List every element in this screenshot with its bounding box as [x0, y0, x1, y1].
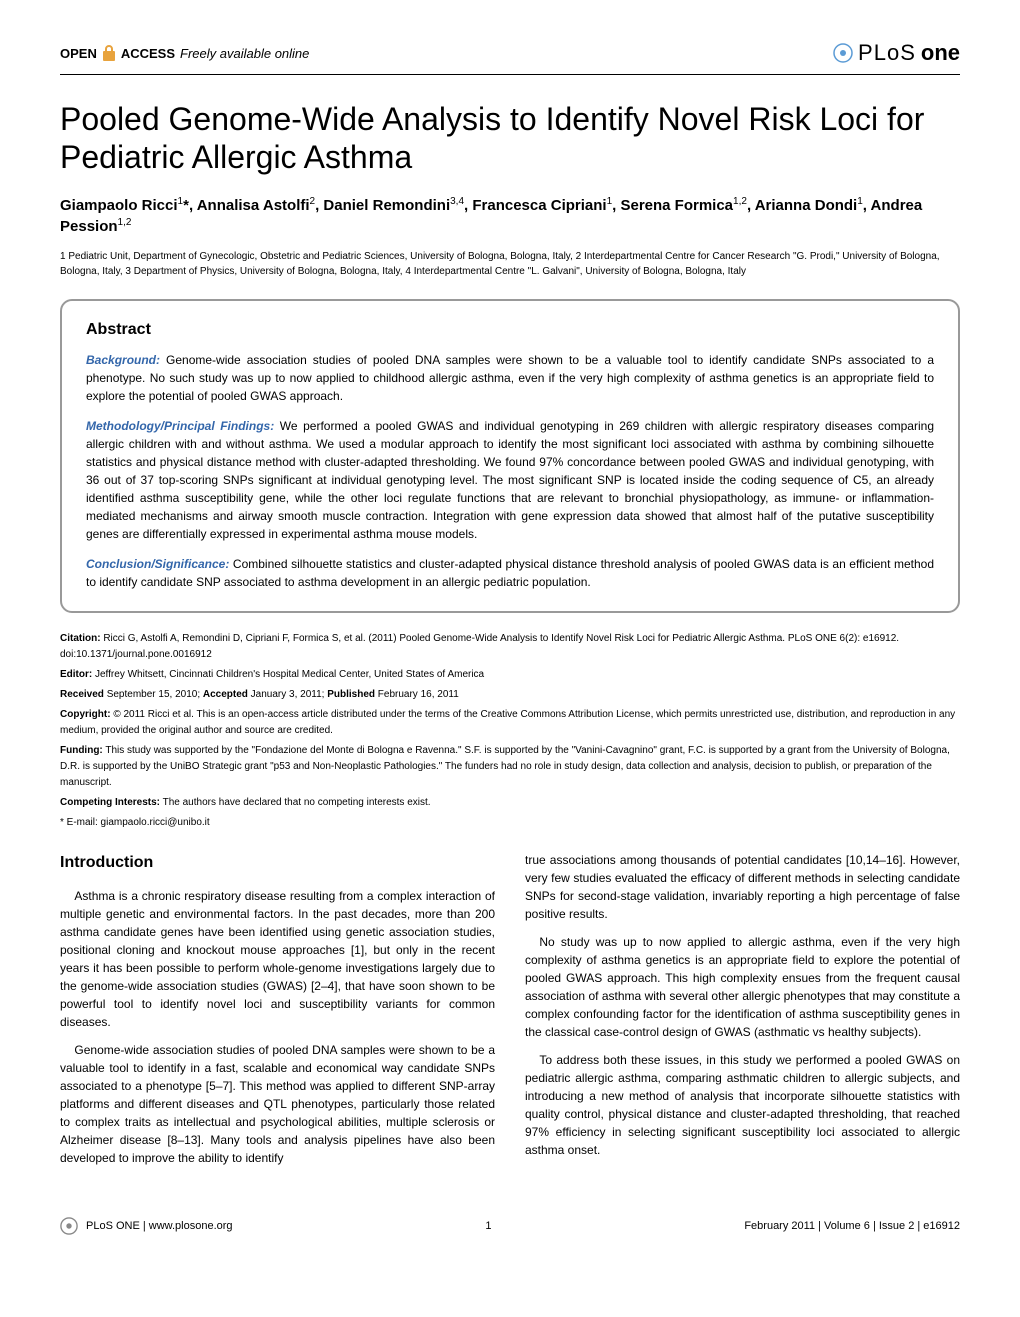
copyright: Copyright: © 2011 Ricci et al. This is a… — [60, 707, 960, 739]
footer: PLoS ONE | www.plosone.org 1 February 20… — [60, 1217, 960, 1235]
intro-p2: Genome-wide association studies of poole… — [60, 1041, 495, 1167]
freely-available-text: Freely available online — [180, 46, 309, 61]
competing-label: Competing Interests: — [60, 797, 160, 808]
funding-text: This study was supported by the "Fondazi… — [60, 745, 950, 788]
intro-p5: To address both these issues, in this st… — [525, 1051, 960, 1159]
methods-label: Methodology/Principal Findings: — [86, 419, 274, 433]
affiliations: 1 Pediatric Unit, Department of Gynecolo… — [60, 249, 960, 279]
editor-text: Jeffrey Whitsett, Cincinnati Children's … — [92, 669, 484, 680]
journal-logo: PLoS one — [833, 40, 960, 66]
open-text: OPEN — [60, 46, 97, 61]
abstract-heading: Abstract — [86, 321, 934, 339]
footer-left: PLoS ONE | www.plosone.org — [60, 1217, 233, 1235]
received-text: September 15, 2010; — [104, 689, 203, 700]
background-label: Background: — [86, 353, 160, 367]
intro-p1: Asthma is a chronic respiratory disease … — [60, 887, 495, 1031]
lock-icon — [102, 45, 116, 61]
abstract-box: Abstract Background: Genome-wide associa… — [60, 299, 960, 613]
copyright-text: © 2011 Ricci et al. This is an open-acce… — [60, 709, 955, 736]
published-text: February 16, 2011 — [375, 689, 459, 700]
abstract-conclusion: Conclusion/Significance: Combined silhou… — [86, 555, 934, 591]
editor: Editor: Jeffrey Whitsett, Cincinnati Chi… — [60, 667, 960, 683]
header-bar: OPEN ACCESS Freely available online PLoS… — [60, 40, 960, 75]
competing: Competing Interests: The authors have de… — [60, 795, 960, 811]
plos-text: PLoS — [858, 40, 916, 66]
intro-p4: No study was up to now applied to allerg… — [525, 933, 960, 1041]
published-label: Published — [327, 689, 375, 700]
copyright-label: Copyright: — [60, 709, 111, 720]
accepted-label: Accepted — [203, 689, 248, 700]
abstract-background: Background: Genome-wide association stud… — [86, 351, 934, 405]
competing-text: The authors have declared that no compet… — [160, 797, 431, 808]
plos-icon — [833, 43, 853, 63]
editor-label: Editor: — [60, 669, 92, 680]
citation-label: Citation: — [60, 633, 101, 644]
article-title: Pooled Genome-Wide Analysis to Identify … — [60, 100, 960, 177]
funding: Funding: This study was supported by the… — [60, 743, 960, 791]
funding-label: Funding: — [60, 745, 103, 756]
authors: Giampaolo Ricci1*, Annalisa Astolfi2, Da… — [60, 195, 960, 237]
methods-text: We performed a pooled GWAS and individua… — [86, 419, 934, 541]
conclusion-label: Conclusion/Significance: — [86, 557, 229, 571]
dates: Received September 15, 2010; Accepted Ja… — [60, 687, 960, 703]
open-access-badge: OPEN ACCESS Freely available online — [60, 45, 309, 61]
intro-p3: true associations among thousands of pot… — [525, 851, 960, 923]
intro-heading: Introduction — [60, 851, 495, 875]
received-label: Received — [60, 689, 104, 700]
left-column: Introduction Asthma is a chronic respira… — [60, 851, 495, 1177]
footer-site: PLoS ONE | www.plosone.org — [86, 1220, 233, 1232]
right-column: true associations among thousands of pot… — [525, 851, 960, 1177]
email: * E-mail: giampaolo.ricci@unibo.it — [60, 815, 960, 831]
citation-text: Ricci G, Astolfi A, Remondini D, Ciprian… — [60, 633, 899, 660]
citation: Citation: Ricci G, Astolfi A, Remondini … — [60, 631, 960, 663]
background-text: Genome-wide association studies of poole… — [86, 353, 934, 403]
meta-block: Citation: Ricci G, Astolfi A, Remondini … — [60, 631, 960, 831]
one-text: one — [921, 40, 960, 66]
access-text: ACCESS — [121, 46, 175, 61]
abstract-methods: Methodology/Principal Findings: We perfo… — [86, 417, 934, 543]
body-section: Introduction Asthma is a chronic respira… — [60, 851, 960, 1177]
footer-issue: February 2011 | Volume 6 | Issue 2 | e16… — [744, 1220, 960, 1232]
footer-page: 1 — [485, 1220, 491, 1232]
footer-plos-icon — [60, 1217, 78, 1235]
accepted-text: January 3, 2011; — [248, 689, 327, 700]
